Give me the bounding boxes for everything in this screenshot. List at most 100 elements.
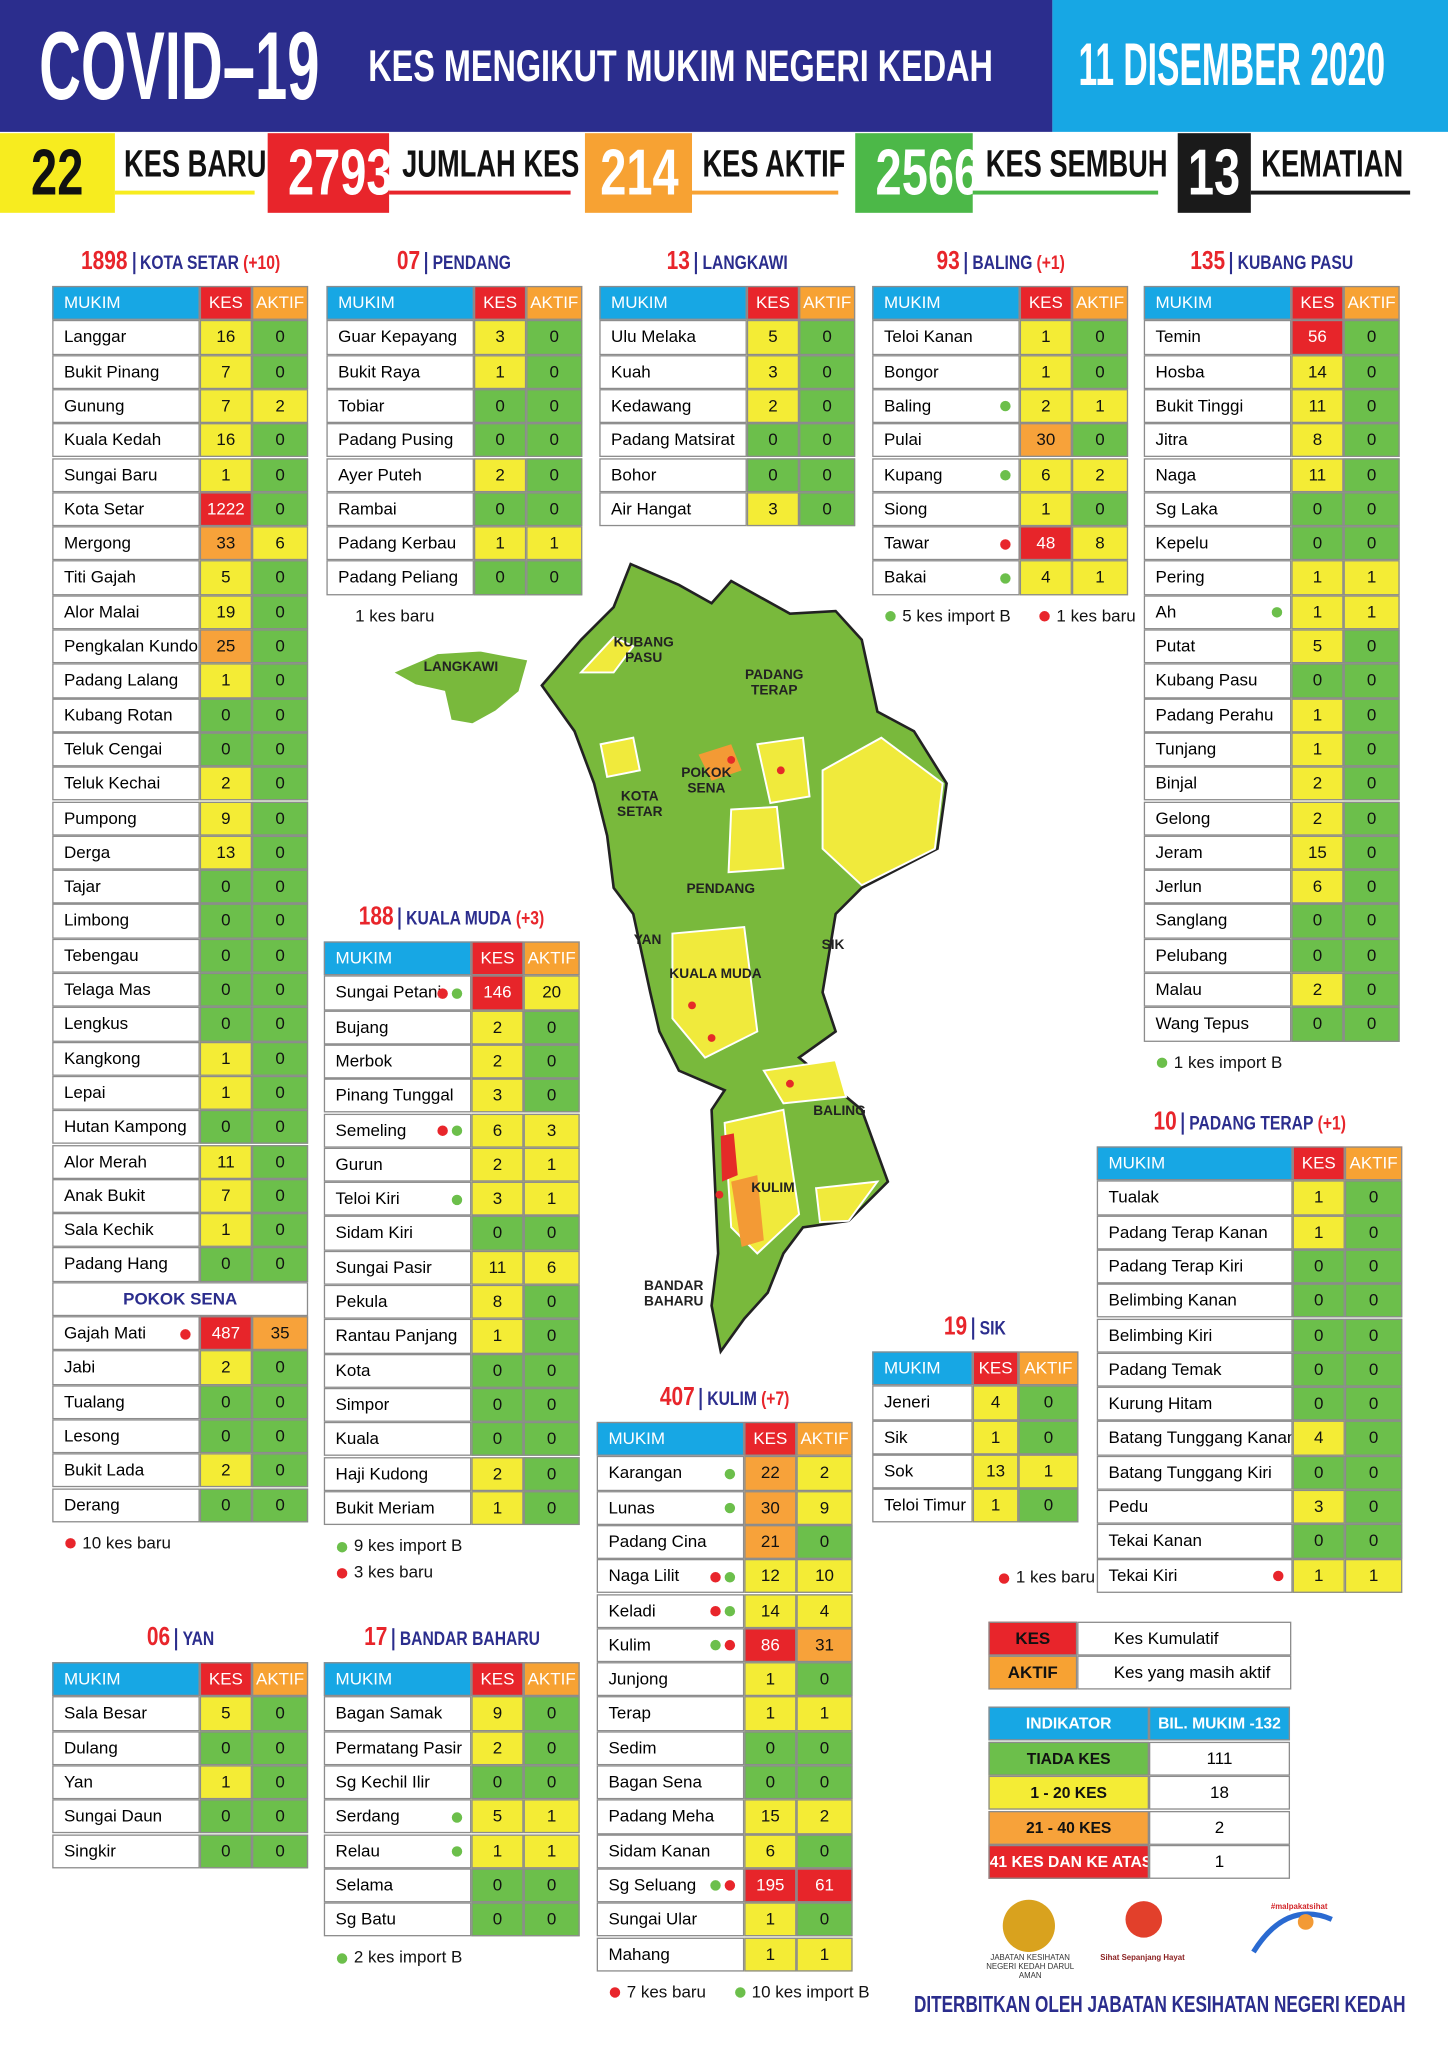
kes-cell: 14 — [1291, 354, 1344, 389]
markers — [721, 1458, 736, 1489]
mukim-cell: Jitra — [1143, 423, 1292, 458]
aktif-cell: 0 — [523, 1902, 580, 1937]
mukim-cell: Anak Bukit — [52, 1178, 200, 1214]
mukim-cell: Lesong — [52, 1419, 200, 1454]
aktif-cell: 0 — [251, 1247, 309, 1282]
aktif-cell: 0 — [1344, 1386, 1403, 1422]
area — [671, 925, 759, 1059]
aktif-cell: 0 — [523, 1387, 580, 1423]
column-header: MUKIM — [872, 285, 1020, 321]
note: 7 kes baru — [609, 1979, 706, 2005]
kes-cell: 3 — [746, 491, 800, 527]
mukim-name: Bagan Samak — [335, 1702, 443, 1723]
district-count: 93 — [935, 246, 960, 276]
district-title: 10 PADANG TERAP (+1) — [1097, 1106, 1403, 1140]
markers — [433, 1114, 463, 1145]
kes-cell: 5 — [746, 320, 800, 355]
mukim-cell: Keladi — [596, 1593, 745, 1628]
aktif-cell: 0 — [1343, 663, 1400, 699]
title-inner: 135 KUBANG PASU — [1190, 245, 1353, 279]
kes-cell: 1 — [199, 1765, 252, 1800]
map-label: POKOK SENA — [681, 765, 732, 797]
mukim-name: Derang — [63, 1494, 120, 1514]
aktif-cell: 0 — [523, 1216, 580, 1251]
aktif-cell: 0 — [251, 491, 309, 527]
dot — [727, 755, 736, 764]
kes-cell: 2 — [473, 457, 527, 492]
column-header: KES — [199, 1662, 252, 1697]
mukim-name: Langgar — [63, 326, 127, 347]
district-title: 93 BALING (+1) — [872, 245, 1128, 279]
sub-district: POKOK SENA — [52, 1281, 309, 1317]
kes-cell: 2 — [1019, 388, 1072, 424]
kes-cell: 4 — [972, 1385, 1019, 1421]
district-count: 1898 — [80, 246, 128, 276]
aktif-cell: 61 — [796, 1868, 853, 1903]
aktif-cell: 1 — [523, 1147, 580, 1182]
publisher-text: DITERBITKAN OLEH JABATAN KESIHATAN NEGER… — [913, 1991, 1406, 2018]
district-change: (+1) — [1317, 1112, 1346, 1135]
marker-dot — [451, 1194, 463, 1205]
column-header: AKTIF — [796, 1421, 853, 1457]
note: 2 kes import B — [336, 1945, 462, 1971]
aktif-cell: 2 — [1071, 457, 1129, 492]
markers — [1268, 596, 1283, 627]
notes: 1 kes baru — [355, 603, 434, 629]
mukim-cell: Guar Kepayang — [326, 320, 474, 355]
aktif-cell: 0 — [1343, 972, 1400, 1008]
mukim-name: Padang Hang — [63, 1253, 168, 1274]
mukim-name: Kota — [335, 1359, 371, 1380]
kes-cell: 16 — [199, 423, 252, 458]
district-name: BALING — [964, 251, 1032, 275]
mukim-cell: Naga — [1143, 457, 1292, 492]
kes-cell: 0 — [1292, 1386, 1345, 1422]
aktif-cell: 1 — [1018, 1454, 1079, 1489]
kes-cell: 15 — [744, 1799, 797, 1834]
mukim-cell: Bukit Tinggi — [1143, 388, 1292, 424]
aktif-cell: 0 — [251, 1041, 309, 1076]
mukim-name: Alor Malai — [63, 601, 140, 622]
aktif-cell: 0 — [251, 1833, 309, 1869]
notes: 2 kes import B — [336, 1945, 462, 1971]
aktif-cell: 0 — [251, 904, 309, 939]
mukim-name: Guar Kepayang — [338, 326, 458, 347]
mukim-name: Rambai — [338, 498, 397, 519]
aktif-cell: 0 — [1018, 1488, 1079, 1524]
aktif-cell: 0 — [251, 1007, 309, 1042]
column-header: MUKIM — [1143, 285, 1292, 321]
subtitle: KES MENGIKUT MUKIM NEGERI KEDAH — [368, 41, 993, 92]
mukim-cell: Siong — [872, 491, 1020, 527]
mukim-name: Ah — [1155, 601, 1177, 622]
mukim-cell: Teluk Cengai — [52, 732, 200, 767]
mukim-cell: Kepelu — [1143, 526, 1292, 561]
mukim-name: Bujang — [335, 1016, 389, 1037]
column-header: AKTIF — [1071, 285, 1129, 321]
kes-cell: 14 — [744, 1593, 797, 1628]
mukim-name: Tekai Kanan — [1108, 1530, 1202, 1551]
mukim-cell: Sg Batu — [323, 1902, 472, 1937]
mukim-cell: Sala Kechik — [52, 1213, 200, 1248]
kes-cell: 0 — [199, 1799, 252, 1834]
stat-underline — [1250, 190, 1411, 195]
kes-cell: 0 — [473, 560, 527, 595]
mukim-name: Sungai Baru — [63, 464, 158, 484]
mukim-name: Haji Kudong — [335, 1463, 429, 1483]
kes-cell: 1 — [473, 526, 527, 561]
aktif-cell: 0 — [251, 1350, 309, 1385]
note: 1 kes import B — [1156, 1049, 1282, 1075]
mukim-cell: Sungai Ular — [596, 1902, 745, 1937]
kes-cell: 0 — [471, 1353, 524, 1388]
mukim-name: Kedawang — [611, 395, 692, 416]
district-count: 13 — [666, 246, 690, 276]
mukim-name: Tajar — [63, 876, 101, 896]
notes: 10 kes baru — [65, 1530, 171, 1556]
mukim-cell: Kangkong — [52, 1041, 200, 1076]
district-name: LANGKAWI — [695, 251, 788, 275]
aktif-cell: 0 — [526, 491, 583, 527]
marker-dot — [724, 1468, 736, 1480]
stat-label-text: KES AKTIF — [702, 143, 846, 186]
logo-text: JABATAN KESIHATAN NEGERI KEDAH DARUL AMA… — [986, 1954, 1075, 1981]
markers — [433, 977, 463, 1008]
kes-cell: 1 — [1291, 732, 1344, 767]
map-label: BANDAR BAHARU — [644, 1278, 704, 1310]
